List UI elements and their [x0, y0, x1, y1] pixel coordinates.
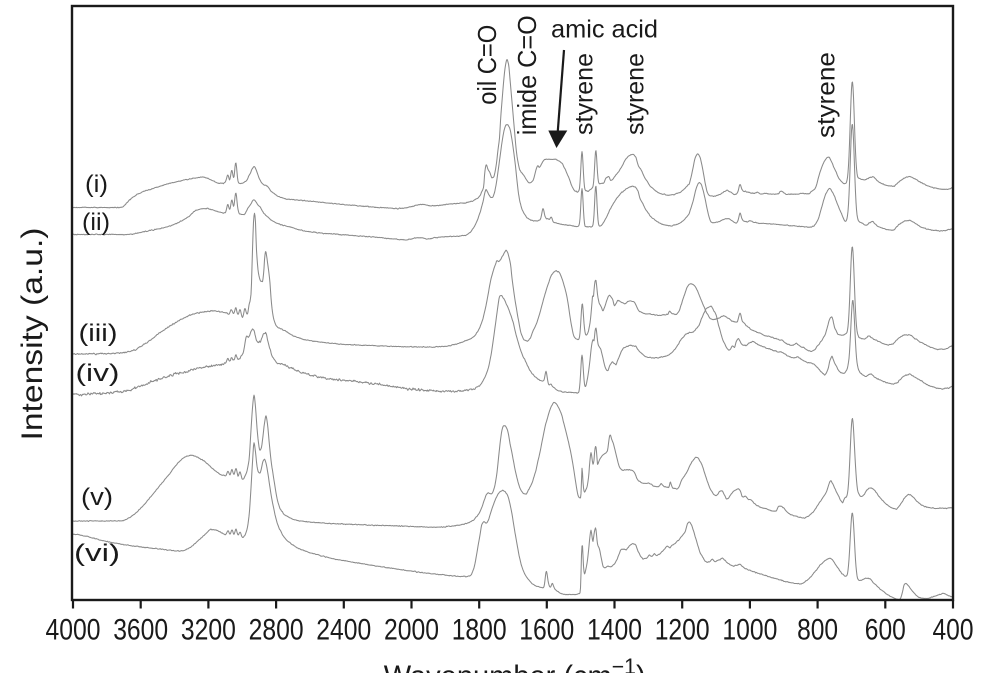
svg-text:3600: 3600: [113, 614, 168, 647]
svg-text:styrene: styrene: [622, 53, 650, 135]
svg-text:2400: 2400: [316, 614, 371, 647]
svg-text:(ii): (ii): [82, 209, 110, 236]
svg-text:Intensity (a.u.): Intensity (a.u.): [16, 228, 49, 441]
svg-text:1800: 1800: [452, 614, 507, 647]
svg-text:1400: 1400: [587, 614, 642, 647]
svg-text:(iii): (iii): [79, 320, 118, 347]
svg-text:600: 600: [865, 614, 906, 647]
svg-text:2800: 2800: [249, 614, 304, 647]
svg-text:(v): (v): [81, 484, 113, 511]
svg-text:400: 400: [933, 614, 974, 647]
svg-text:amic acid: amic acid: [551, 16, 658, 44]
svg-text:styrene: styrene: [571, 53, 599, 135]
svg-text:800: 800: [797, 614, 838, 647]
svg-text:styrene: styrene: [813, 52, 841, 138]
svg-text:4000: 4000: [46, 614, 101, 647]
svg-text:3200: 3200: [181, 614, 236, 647]
svg-text:(i): (i): [85, 171, 108, 198]
svg-text:1600: 1600: [519, 614, 574, 647]
svg-text:(vi): (vi): [74, 540, 120, 567]
svg-text:oil C=O: oil C=O: [472, 25, 502, 105]
svg-text:imide C=O: imide C=O: [512, 15, 542, 135]
svg-text:2000: 2000: [384, 614, 439, 647]
svg-text:(iv): (iv): [76, 360, 120, 387]
svg-text:1200: 1200: [655, 614, 710, 647]
svg-text:1000: 1000: [722, 614, 777, 647]
